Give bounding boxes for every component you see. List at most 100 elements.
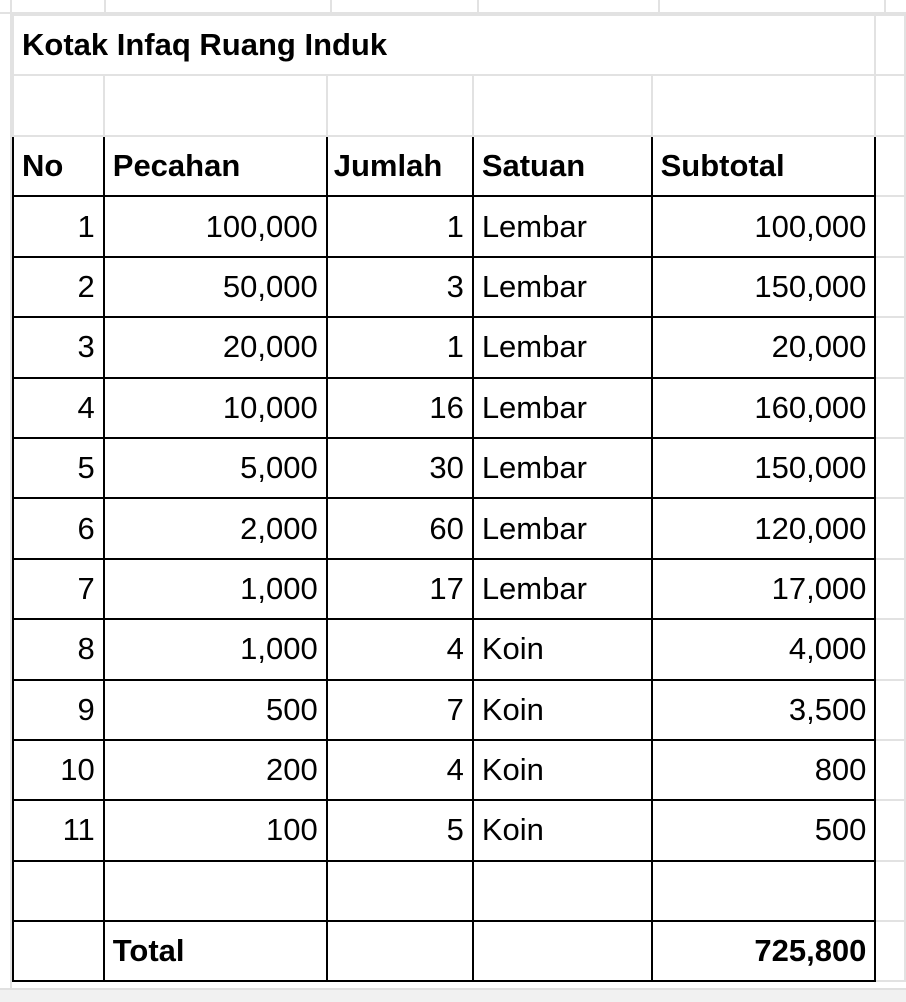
cell[interactable]: [874, 195, 906, 258]
cell-pecahan[interactable]: 50,000: [102, 255, 328, 319]
cell[interactable]: [471, 74, 653, 137]
cell-subtotal[interactable]: 3,500: [650, 678, 877, 741]
horizontal-scrollbar[interactable]: [0, 988, 906, 1002]
cell[interactable]: [874, 678, 906, 741]
cell[interactable]: [874, 134, 906, 198]
cell-no[interactable]: 5: [12, 436, 105, 500]
cell-pecahan[interactable]: 20,000: [102, 316, 328, 379]
cell-satuan[interactable]: Lembar: [471, 497, 653, 560]
cell-jumlah[interactable]: 5: [325, 799, 474, 862]
header-pecahan[interactable]: Pecahan: [102, 134, 328, 198]
cell-jumlah[interactable]: 16: [325, 376, 474, 439]
cell[interactable]: [471, 859, 653, 923]
cell-no[interactable]: 11: [12, 799, 105, 862]
cell[interactable]: [874, 920, 906, 983]
header-satuan[interactable]: Satuan: [471, 134, 653, 198]
cell-no[interactable]: 1: [12, 195, 105, 258]
cell[interactable]: [874, 316, 906, 379]
cell-satuan[interactable]: Lembar: [471, 436, 653, 500]
total-row: Total 725,800: [12, 920, 906, 983]
cell-subtotal[interactable]: 160,000: [650, 376, 877, 439]
cell-satuan[interactable]: Koin: [471, 618, 653, 681]
cell-subtotal[interactable]: 4,000: [650, 618, 877, 681]
cell-subtotal[interactable]: 17,000: [650, 557, 877, 621]
cell-pecahan[interactable]: 2,000: [102, 497, 328, 560]
cell-jumlah[interactable]: 1: [325, 195, 474, 258]
cell-no[interactable]: 3: [12, 316, 105, 379]
cell[interactable]: [874, 738, 906, 802]
cell[interactable]: [874, 859, 906, 923]
cell-subtotal[interactable]: 100,000: [650, 195, 877, 258]
cell[interactable]: [650, 859, 877, 923]
cell[interactable]: [874, 557, 906, 621]
cell-pecahan[interactable]: 100: [102, 799, 328, 862]
total-value[interactable]: 725,800: [650, 920, 877, 983]
header-subtotal[interactable]: Subtotal: [650, 134, 877, 198]
cell-no[interactable]: 7: [12, 557, 105, 621]
cell[interactable]: [874, 799, 906, 862]
cell-jumlah[interactable]: 60: [325, 497, 474, 560]
cell-pecahan[interactable]: 500: [102, 678, 328, 741]
cell[interactable]: [874, 74, 906, 137]
cell[interactable]: [12, 74, 105, 137]
cell-subtotal[interactable]: 150,000: [650, 436, 877, 500]
cell-jumlah[interactable]: 4: [325, 618, 474, 681]
cell-satuan[interactable]: Lembar: [471, 316, 653, 379]
gridline: [884, 0, 886, 14]
cell-satuan[interactable]: Koin: [471, 799, 653, 862]
cell[interactable]: [471, 920, 653, 983]
cell-pecahan[interactable]: 1,000: [102, 618, 328, 681]
cell-pecahan[interactable]: 100,000: [102, 195, 328, 258]
cell-no[interactable]: 9: [12, 678, 105, 741]
cell[interactable]: [874, 376, 906, 439]
cell[interactable]: [874, 255, 906, 319]
header-row: No Pecahan Jumlah Satuan Subtotal: [12, 134, 906, 198]
cell[interactable]: [12, 859, 105, 923]
cell-subtotal[interactable]: 800: [650, 738, 877, 802]
cell[interactable]: [650, 74, 877, 137]
cell[interactable]: [874, 436, 906, 500]
cell-jumlah[interactable]: 17: [325, 557, 474, 621]
cell-jumlah[interactable]: 4: [325, 738, 474, 802]
cell-jumlah[interactable]: 7: [325, 678, 474, 741]
cell-no[interactable]: 4: [12, 376, 105, 439]
cell-no[interactable]: 8: [12, 618, 105, 681]
cell[interactable]: [325, 74, 474, 137]
cell[interactable]: [874, 14, 906, 76]
cell-subtotal[interactable]: 120,000: [650, 497, 877, 560]
cell-jumlah[interactable]: 30: [325, 436, 474, 500]
gridline: [330, 0, 332, 14]
cell-satuan[interactable]: Lembar: [471, 557, 653, 621]
cell-subtotal[interactable]: 150,000: [650, 255, 877, 319]
cell[interactable]: [325, 920, 474, 983]
cell-satuan[interactable]: Koin: [471, 678, 653, 741]
cell-no[interactable]: 10: [12, 738, 105, 802]
cell-pecahan[interactable]: 200: [102, 738, 328, 802]
sheet-title[interactable]: Kotak Infaq Ruang Induk: [11, 14, 877, 76]
cell[interactable]: [102, 74, 328, 137]
cell-satuan[interactable]: Lembar: [471, 376, 653, 439]
header-jumlah[interactable]: Jumlah: [325, 134, 474, 198]
cell[interactable]: [874, 618, 906, 681]
cell-satuan[interactable]: Lembar: [471, 195, 653, 258]
gridline: [658, 0, 660, 14]
cell-satuan[interactable]: Lembar: [471, 255, 653, 319]
cell[interactable]: [325, 859, 474, 923]
cell-satuan[interactable]: Koin: [471, 738, 653, 802]
cell-subtotal[interactable]: 20,000: [650, 316, 877, 379]
table-row: 8 1,000 4 Koin 4,000: [12, 618, 906, 681]
total-label[interactable]: Total: [102, 920, 328, 983]
cell-subtotal[interactable]: 500: [650, 799, 877, 862]
empty-row: [12, 859, 906, 923]
header-no[interactable]: No: [12, 134, 105, 198]
cell-pecahan[interactable]: 1,000: [102, 557, 328, 621]
cell-pecahan[interactable]: 10,000: [102, 376, 328, 439]
cell-pecahan[interactable]: 5,000: [102, 436, 328, 500]
cell-jumlah[interactable]: 3: [325, 255, 474, 319]
cell-no[interactable]: 6: [12, 497, 105, 560]
cell[interactable]: [102, 859, 328, 923]
cell-jumlah[interactable]: 1: [325, 316, 474, 379]
cell-no[interactable]: 2: [12, 255, 105, 319]
cell[interactable]: [874, 497, 906, 560]
cell[interactable]: [12, 920, 105, 983]
